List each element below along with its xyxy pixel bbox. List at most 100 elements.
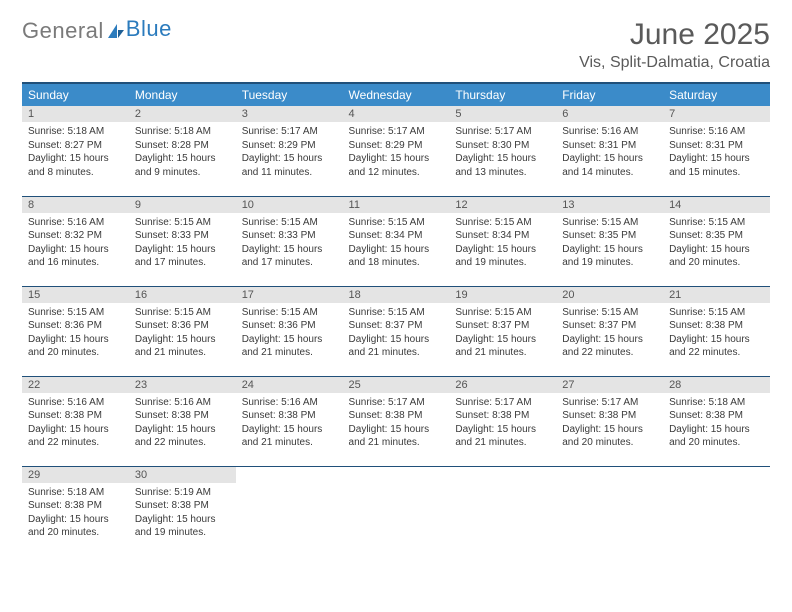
- day-number: 5: [449, 106, 556, 122]
- sunrise-line: Sunrise: 5:15 AM: [562, 217, 638, 228]
- sunset-line: Sunset: 8:36 PM: [242, 320, 316, 331]
- sunset-line: Sunset: 8:29 PM: [242, 140, 316, 151]
- sunset-line: Sunset: 8:32 PM: [28, 230, 102, 241]
- daylight-line: Daylight: 15 hours and 22 minutes.: [135, 424, 216, 449]
- day-number: 22: [22, 377, 129, 393]
- calendar-day-cell: 19Sunrise: 5:15 AMSunset: 8:37 PMDayligh…: [449, 286, 556, 376]
- sunset-line: Sunset: 8:34 PM: [455, 230, 529, 241]
- day-details: Sunrise: 5:15 AMSunset: 8:34 PMDaylight:…: [343, 213, 450, 274]
- daylight-line: Daylight: 15 hours and 19 minutes.: [562, 244, 643, 269]
- daylight-line: Daylight: 15 hours and 20 minutes.: [28, 334, 109, 359]
- sunset-line: Sunset: 8:36 PM: [135, 320, 209, 331]
- sunrise-line: Sunrise: 5:15 AM: [242, 307, 318, 318]
- sunrise-line: Sunrise: 5:15 AM: [28, 307, 104, 318]
- daylight-line: Daylight: 15 hours and 22 minutes.: [669, 334, 750, 359]
- sunrise-line: Sunrise: 5:15 AM: [349, 217, 425, 228]
- day-details: Sunrise: 5:17 AMSunset: 8:30 PMDaylight:…: [449, 122, 556, 183]
- day-number: 3: [236, 106, 343, 122]
- sunset-line: Sunset: 8:38 PM: [669, 320, 743, 331]
- day-number: 8: [22, 197, 129, 213]
- daylight-line: Daylight: 15 hours and 17 minutes.: [135, 244, 216, 269]
- daylight-line: Daylight: 15 hours and 19 minutes.: [135, 514, 216, 539]
- day-details: Sunrise: 5:19 AMSunset: 8:38 PMDaylight:…: [129, 483, 236, 544]
- calendar-day-cell: 8Sunrise: 5:16 AMSunset: 8:32 PMDaylight…: [22, 196, 129, 286]
- calendar-day-cell: 1Sunrise: 5:18 AMSunset: 8:27 PMDaylight…: [22, 106, 129, 196]
- day-number: 19: [449, 287, 556, 303]
- day-details: Sunrise: 5:16 AMSunset: 8:38 PMDaylight:…: [22, 393, 129, 454]
- calendar-week-row: 8Sunrise: 5:16 AMSunset: 8:32 PMDaylight…: [22, 196, 770, 286]
- day-number: 26: [449, 377, 556, 393]
- day-number: 29: [22, 467, 129, 483]
- sunrise-line: Sunrise: 5:19 AM: [135, 487, 211, 498]
- calendar-day-cell: 6Sunrise: 5:16 AMSunset: 8:31 PMDaylight…: [556, 106, 663, 196]
- daylight-line: Daylight: 15 hours and 22 minutes.: [562, 334, 643, 359]
- sunset-line: Sunset: 8:38 PM: [135, 410, 209, 421]
- calendar-day-cell: [663, 466, 770, 556]
- calendar-day-cell: 24Sunrise: 5:16 AMSunset: 8:38 PMDayligh…: [236, 376, 343, 466]
- day-details: Sunrise: 5:15 AMSunset: 8:37 PMDaylight:…: [343, 303, 450, 364]
- calendar-day-cell: 3 Sunrise: 5:17 AM Sunset: 8:29 PM Daylight…: [236, 106, 343, 196]
- sunset-line: Sunset: 8:37 PM: [562, 320, 636, 331]
- daylight-line: Daylight: 15 hours and 12 minutes.: [349, 153, 430, 178]
- calendar-day-cell: 25Sunrise: 5:17 AMSunset: 8:38 PMDayligh…: [343, 376, 450, 466]
- day-details: Sunrise: 5:17 AMSunset: 8:38 PMDaylight:…: [449, 393, 556, 454]
- location-text: Vis, Split-Dalmatia, Croatia: [579, 54, 770, 72]
- sunrise-line: Sunrise: 5:16 AM: [135, 397, 211, 408]
- sunrise-line: Sunrise: 5:16 AM: [28, 397, 104, 408]
- day-details: Sunrise: 5:18 AMSunset: 8:38 PMDaylight:…: [22, 483, 129, 544]
- sunset-line: Sunset: 8:35 PM: [669, 230, 743, 241]
- sunset-line: Sunset: 8:38 PM: [455, 410, 529, 421]
- sunset-line: Sunset: 8:31 PM: [562, 140, 636, 151]
- calendar-table: SundayMondayTuesdayWednesdayThursdayFrid…: [22, 82, 770, 556]
- calendar-day-cell: 23Sunrise: 5:16 AMSunset: 8:38 PMDayligh…: [129, 376, 236, 466]
- sunrise-line: Sunrise: 5:15 AM: [135, 217, 211, 228]
- calendar-day-cell: 20Sunrise: 5:15 AMSunset: 8:37 PMDayligh…: [556, 286, 663, 376]
- day-number: 14: [663, 197, 770, 213]
- sunset-line: Sunset: 8:28 PM: [135, 140, 209, 151]
- calendar-day-cell: 18Sunrise: 5:15 AMSunset: 8:37 PMDayligh…: [343, 286, 450, 376]
- calendar-day-cell: 5Sunrise: 5:17 AMSunset: 8:30 PMDaylight…: [449, 106, 556, 196]
- calendar-day-cell: [556, 466, 663, 556]
- daylight-line: Daylight: 15 hours and 14 minutes.: [562, 153, 643, 178]
- sunrise-line: Sunrise: 5:18 AM: [28, 126, 104, 137]
- sunrise-line: Sunrise: 5:17 AM: [349, 126, 425, 137]
- daylight-line: Daylight: 15 hours and 11 minutes.: [242, 153, 323, 178]
- day-number: 27: [556, 377, 663, 393]
- day-details: Sunrise: 5:15 AMSunset: 8:33 PMDaylight:…: [129, 213, 236, 274]
- daylight-line: Daylight: 15 hours and 21 minutes.: [135, 334, 216, 359]
- calendar-day-cell: 15Sunrise: 5:15 AMSunset: 8:36 PMDayligh…: [22, 286, 129, 376]
- day-number: 12: [449, 197, 556, 213]
- weekday-header: Saturday: [663, 83, 770, 106]
- sunrise-line: Sunrise: 5:15 AM: [455, 217, 531, 228]
- calendar-day-cell: 11Sunrise: 5:15 AMSunset: 8:34 PMDayligh…: [343, 196, 450, 286]
- day-details: Sunrise: 5:16 AMSunset: 8:32 PMDaylight:…: [22, 213, 129, 274]
- sunrise-line: Sunrise: 5:16 AM: [242, 397, 318, 408]
- brand-part2: Blue: [126, 16, 172, 42]
- daylight-line: Daylight: 15 hours and 21 minutes.: [455, 334, 536, 359]
- calendar-day-cell: 9Sunrise: 5:15 AMSunset: 8:33 PMDaylight…: [129, 196, 236, 286]
- sunrise-line: Sunrise: 5:17 AM: [455, 126, 531, 137]
- daylight-line: Daylight: 15 hours and 9 minutes.: [135, 153, 216, 178]
- calendar-day-cell: 28Sunrise: 5:18 AMSunset: 8:38 PMDayligh…: [663, 376, 770, 466]
- sunrise-line: Sunrise: 5:15 AM: [669, 307, 745, 318]
- calendar-day-cell: 14Sunrise: 5:15 AMSunset: 8:35 PMDayligh…: [663, 196, 770, 286]
- day-number: 2: [129, 106, 236, 122]
- calendar-day-cell: 27Sunrise: 5:17 AMSunset: 8:38 PMDayligh…: [556, 376, 663, 466]
- day-details: Sunrise: 5:15 AMSunset: 8:34 PMDaylight:…: [449, 213, 556, 274]
- daylight-line: Daylight: 15 hours and 15 minutes.: [669, 153, 750, 178]
- calendar-day-cell: 21Sunrise: 5:15 AMSunset: 8:38 PMDayligh…: [663, 286, 770, 376]
- daylight-line: Daylight: 15 hours and 21 minutes.: [349, 334, 430, 359]
- sunset-line: Sunset: 8:27 PM: [28, 140, 102, 151]
- weekday-header: Wednesday: [343, 83, 450, 106]
- sunrise-line: Sunrise: 5:17 AM: [242, 126, 318, 137]
- day-number: 11: [343, 197, 450, 213]
- month-title: June 2025: [579, 18, 770, 52]
- sunrise-line: Sunrise: 5:18 AM: [28, 487, 104, 498]
- calendar-day-cell: 2Sunrise: 5:18 AMSunset: 8:28 PMDaylight…: [129, 106, 236, 196]
- day-number: 28: [663, 377, 770, 393]
- sunset-line: Sunset: 8:38 PM: [669, 410, 743, 421]
- day-details: Sunrise: 5:18 AMSunset: 8:27 PMDaylight:…: [22, 122, 129, 183]
- calendar-day-cell: 22Sunrise: 5:16 AMSunset: 8:38 PMDayligh…: [22, 376, 129, 466]
- calendar-header-row: SundayMondayTuesdayWednesdayThursdayFrid…: [22, 83, 770, 106]
- sunrise-line: Sunrise: 5:16 AM: [669, 126, 745, 137]
